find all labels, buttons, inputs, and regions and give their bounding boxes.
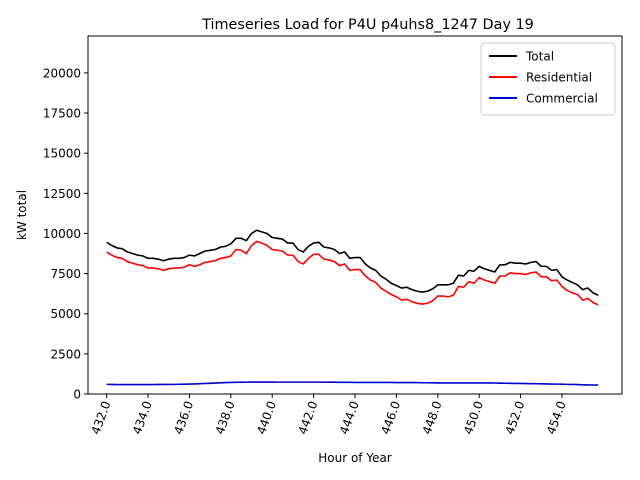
legend: Total Residential Commercial xyxy=(480,42,616,116)
series-line-commercial xyxy=(106,381,599,386)
y-tick-label: 12500 xyxy=(43,187,81,201)
y-tick-label: 15000 xyxy=(43,147,81,161)
y-tick-label: 17500 xyxy=(43,107,81,121)
y-axis-ticks: 0 2500 5000 7500 10000 12500 15000 17500 20000 xyxy=(43,66,88,402)
y-axis-label: kW total xyxy=(15,190,29,240)
legend-label-residential: Residential xyxy=(526,71,592,85)
y-tick-label: 0 xyxy=(73,388,81,402)
y-tick-label: 5000 xyxy=(50,307,81,321)
y-tick-label: 7500 xyxy=(50,267,81,281)
plot-lines xyxy=(106,229,599,386)
chart-title: Timeseries Load for P4U p4uhs8_1247 Day … xyxy=(201,17,534,33)
y-tick-label: 10000 xyxy=(43,227,81,241)
y-tick-label: 20000 xyxy=(43,66,81,80)
legend-label-commercial: Commercial xyxy=(526,92,598,106)
series-line-total xyxy=(106,229,599,296)
legend-label-total: Total xyxy=(525,50,554,64)
y-tick-label: 2500 xyxy=(50,347,81,361)
x-axis-label: Hour of Year xyxy=(318,451,392,465)
series-line-residential xyxy=(106,240,599,306)
